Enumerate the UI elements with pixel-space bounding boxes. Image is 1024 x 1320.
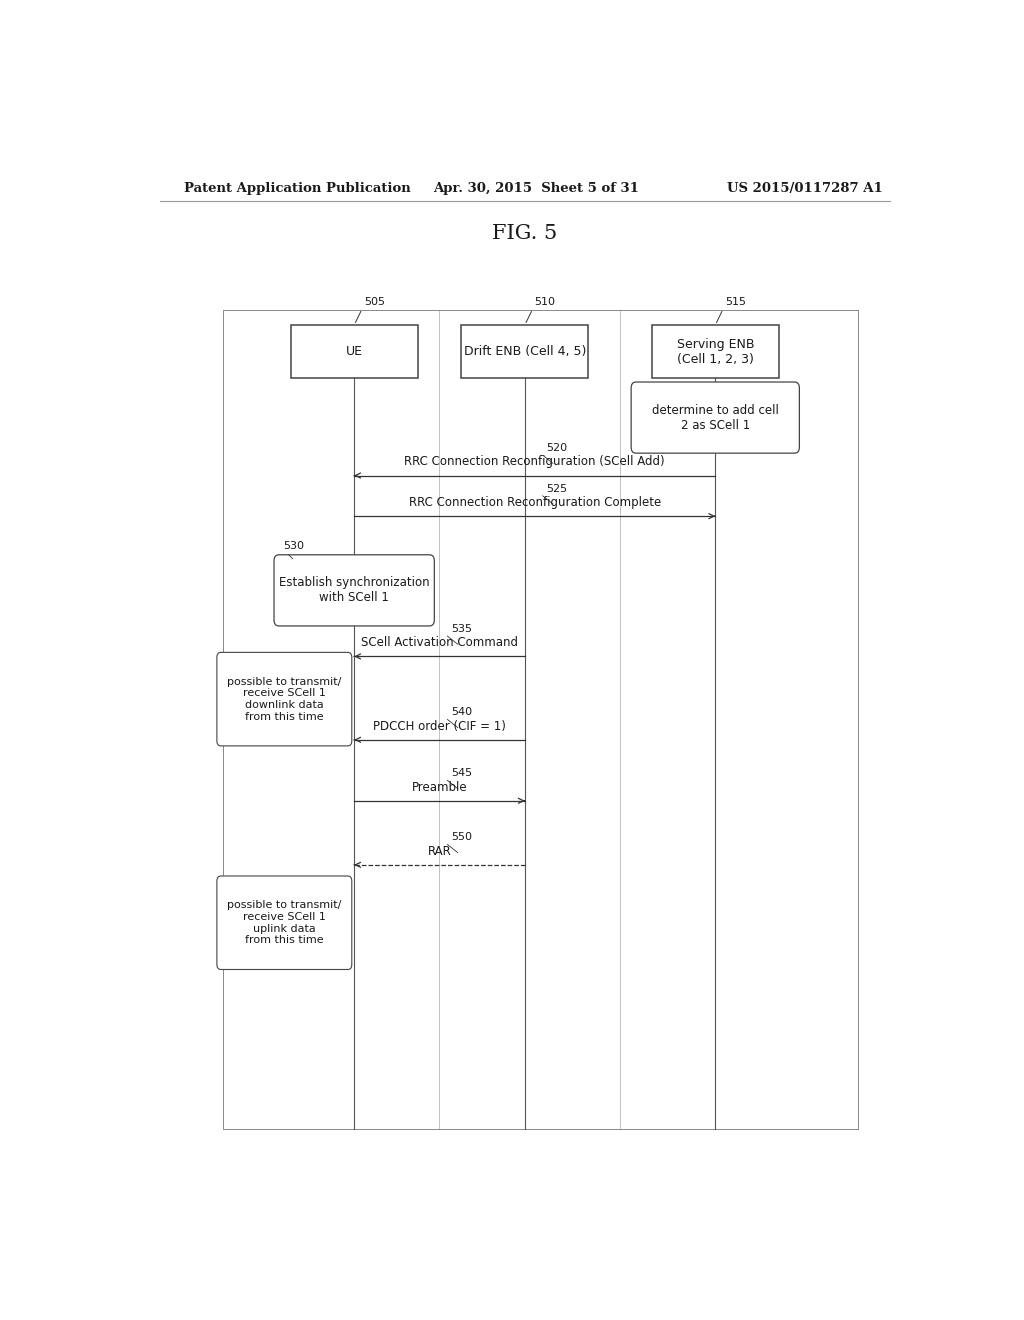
Text: 520: 520 <box>547 444 567 453</box>
Text: SCell Activation Command: SCell Activation Command <box>361 636 518 649</box>
Text: possible to transmit/
receive SCell 1
downlink data
from this time: possible to transmit/ receive SCell 1 do… <box>227 677 342 722</box>
Text: 510: 510 <box>535 297 555 306</box>
Text: Patent Application Publication: Patent Application Publication <box>183 182 411 195</box>
Text: Apr. 30, 2015  Sheet 5 of 31: Apr. 30, 2015 Sheet 5 of 31 <box>433 182 639 195</box>
FancyBboxPatch shape <box>217 652 352 746</box>
Text: US 2015/0117287 A1: US 2015/0117287 A1 <box>727 182 883 195</box>
Text: RRC Connection Reconfiguration (SCell Add): RRC Connection Reconfiguration (SCell Ad… <box>404 455 665 469</box>
Text: 505: 505 <box>364 297 385 306</box>
Text: PDCCH order (CIF = 1): PDCCH order (CIF = 1) <box>373 719 506 733</box>
FancyBboxPatch shape <box>291 325 418 378</box>
Text: 530: 530 <box>283 541 304 550</box>
Text: Preamble: Preamble <box>412 780 467 793</box>
Text: 540: 540 <box>452 708 472 718</box>
Text: determine to add cell
2 as SCell 1: determine to add cell 2 as SCell 1 <box>652 404 778 432</box>
Text: 550: 550 <box>452 833 472 842</box>
Text: 515: 515 <box>725 297 745 306</box>
FancyBboxPatch shape <box>631 381 800 453</box>
Text: Serving ENB
(Cell 1, 2, 3): Serving ENB (Cell 1, 2, 3) <box>677 338 754 366</box>
Text: 535: 535 <box>452 624 472 634</box>
Text: Establish synchronization
with SCell 1: Establish synchronization with SCell 1 <box>279 577 429 605</box>
Text: UE: UE <box>346 345 362 358</box>
Text: FIG. 5: FIG. 5 <box>493 224 557 243</box>
FancyBboxPatch shape <box>461 325 588 378</box>
FancyBboxPatch shape <box>274 554 434 626</box>
Text: possible to transmit/
receive SCell 1
uplink data
from this time: possible to transmit/ receive SCell 1 up… <box>227 900 342 945</box>
Text: RAR: RAR <box>428 845 452 858</box>
Text: 545: 545 <box>452 768 472 779</box>
Text: RRC Connection Reconfiguration Complete: RRC Connection Reconfiguration Complete <box>409 496 660 510</box>
FancyBboxPatch shape <box>652 325 779 378</box>
Text: Drift ENB (Cell 4, 5): Drift ENB (Cell 4, 5) <box>464 345 586 358</box>
FancyBboxPatch shape <box>217 876 352 969</box>
Text: 525: 525 <box>547 484 567 494</box>
